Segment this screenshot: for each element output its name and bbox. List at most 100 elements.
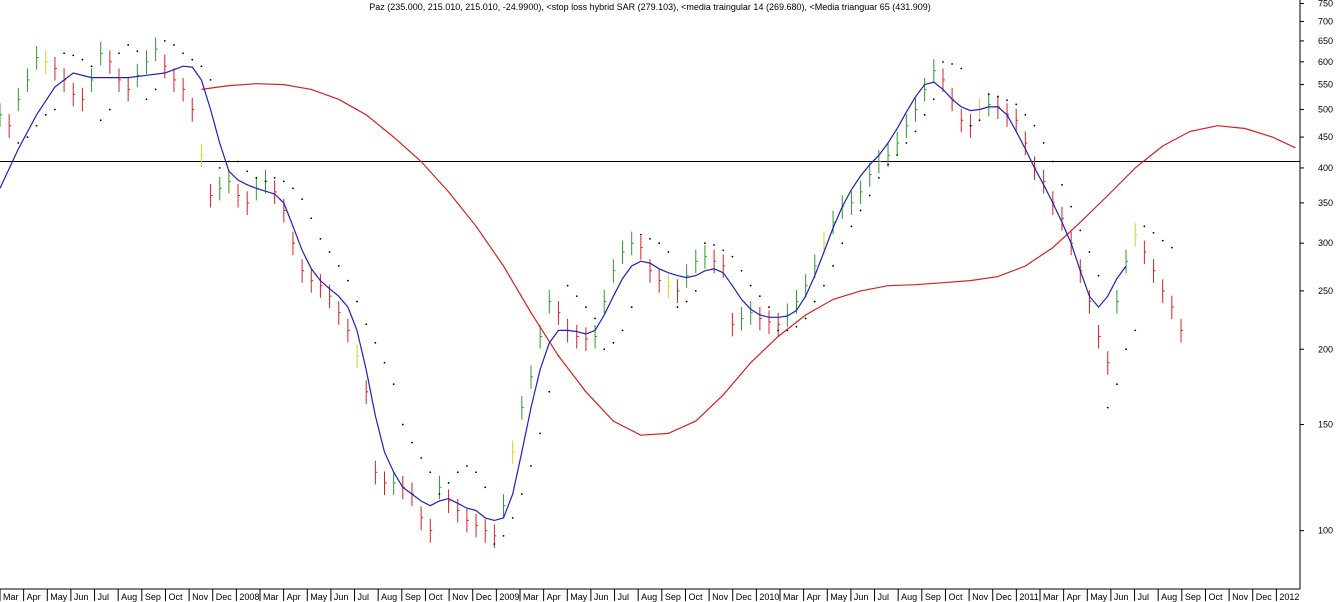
sar-dot (896, 154, 899, 157)
sar-dot (594, 317, 596, 320)
x-tick-label: Nov (452, 592, 469, 602)
x-tick-label: Dec (996, 592, 1013, 602)
sar-dot (951, 63, 954, 65)
sar-dot (942, 60, 944, 63)
y-tick-label: 450 (1318, 132, 1333, 142)
sar-dot (1088, 251, 1091, 253)
sar-dot (99, 119, 102, 122)
x-tick-label: Apr (1067, 592, 1081, 602)
x-tick-label: 2012 (1279, 592, 1299, 602)
moving-average-lines (0, 65, 1296, 522)
sar-dot (914, 130, 917, 133)
sar-dot (511, 516, 514, 519)
x-tick-label: May (1090, 592, 1108, 602)
sar-dot (987, 93, 990, 96)
sar-dot (44, 113, 47, 116)
x-tick-label: May (310, 592, 328, 602)
sar-dot (264, 180, 267, 183)
sar-dot (200, 65, 203, 68)
sar-dot (108, 108, 111, 111)
x-tick-label: Dec (736, 592, 753, 602)
sar-dot (292, 187, 294, 190)
sar-dot (621, 329, 624, 332)
sar-dot (447, 482, 450, 484)
x-tick-label: Apr (27, 592, 41, 602)
x-tick-label: Jun (854, 592, 869, 602)
x-tick-label: Sep (145, 592, 161, 602)
y-tick-label: 400 (1318, 163, 1333, 173)
y-tick-label: 150 (1318, 420, 1333, 430)
y-axis: 750 700 650 600 550 500 450 400 350 300 250 200 150 1… (1300, 0, 1333, 536)
x-tick-label: Nov (972, 592, 989, 602)
sar-dot (685, 300, 688, 303)
sar-dot (1134, 329, 1137, 332)
sar-dot (520, 493, 523, 495)
x-tick-label: Oct (688, 592, 703, 602)
x-tick-label: Jul (1138, 592, 1150, 602)
sar-dot (960, 67, 963, 70)
sar-dot (649, 237, 651, 240)
sar-dot (740, 269, 743, 272)
sar-dot (54, 108, 56, 111)
sar-dot (72, 54, 75, 57)
sar-dot (1170, 246, 1173, 249)
y-tick-label: 650 (1318, 36, 1333, 46)
x-tick-label: Aug (1161, 592, 1177, 602)
sar-dot (310, 217, 313, 220)
sar-dot (795, 325, 798, 328)
x-tick-label: Aug (901, 592, 917, 602)
sar-dot (768, 306, 770, 308)
x-tick-label: Sep (665, 592, 681, 602)
sar-dot (1061, 183, 1063, 186)
x-tick-label: Dec (476, 592, 493, 602)
sar-dot (1152, 232, 1155, 234)
sar-dot (438, 493, 441, 495)
x-tick-label: Mar (523, 592, 539, 602)
x-tick-label: Apr (287, 592, 301, 602)
sar-dot (859, 209, 862, 212)
sar-dot (575, 295, 578, 298)
x-tick-label: Mar (783, 592, 799, 602)
x-tick-label: Mar (1043, 592, 1059, 602)
sar-dot (374, 341, 377, 344)
x-tick-label: Apr (807, 592, 821, 602)
sar-dot (777, 329, 780, 332)
x-tick-label: Dec (216, 592, 233, 602)
x-tick-label: Oct (1208, 592, 1223, 602)
sar-dot (1125, 348, 1127, 351)
sar-dot (630, 306, 633, 308)
sar-dot (1097, 274, 1100, 277)
y-tick-label: 250 (1318, 286, 1333, 296)
sar-dot (841, 242, 844, 245)
sar-dot (90, 65, 93, 68)
sar-dot (667, 251, 670, 253)
sar-dot (35, 124, 38, 127)
sar-dot (905, 142, 908, 144)
sar-dot (932, 98, 935, 101)
sar-dot (978, 119, 981, 122)
sar-dot (383, 361, 386, 364)
sar-dot (1079, 229, 1082, 232)
sar-dot (877, 177, 880, 179)
x-tick-label: Jul (98, 592, 110, 602)
sar-dot (676, 306, 679, 308)
x-tick-label: Nov (712, 592, 729, 602)
sar-dot (182, 52, 184, 55)
sar-dot (530, 465, 532, 467)
y-tick-label: 100 (1318, 526, 1333, 536)
sar-dot (1006, 99, 1008, 102)
x-tick-label: 2009 (499, 592, 519, 602)
sar-dot (1070, 205, 1073, 208)
sar-dot (475, 471, 477, 474)
x-tick-label: Oct (168, 592, 183, 602)
sar-dot (127, 44, 130, 46)
x-tick-label: 2008 (239, 592, 259, 602)
sar-dot (722, 249, 725, 252)
sar-dot (401, 423, 404, 426)
sar-dot (758, 295, 761, 298)
sar-dot (923, 113, 926, 116)
sar-dot (1116, 383, 1118, 386)
sar-dot (163, 40, 166, 42)
y-tick-label: 300 (1318, 238, 1333, 248)
